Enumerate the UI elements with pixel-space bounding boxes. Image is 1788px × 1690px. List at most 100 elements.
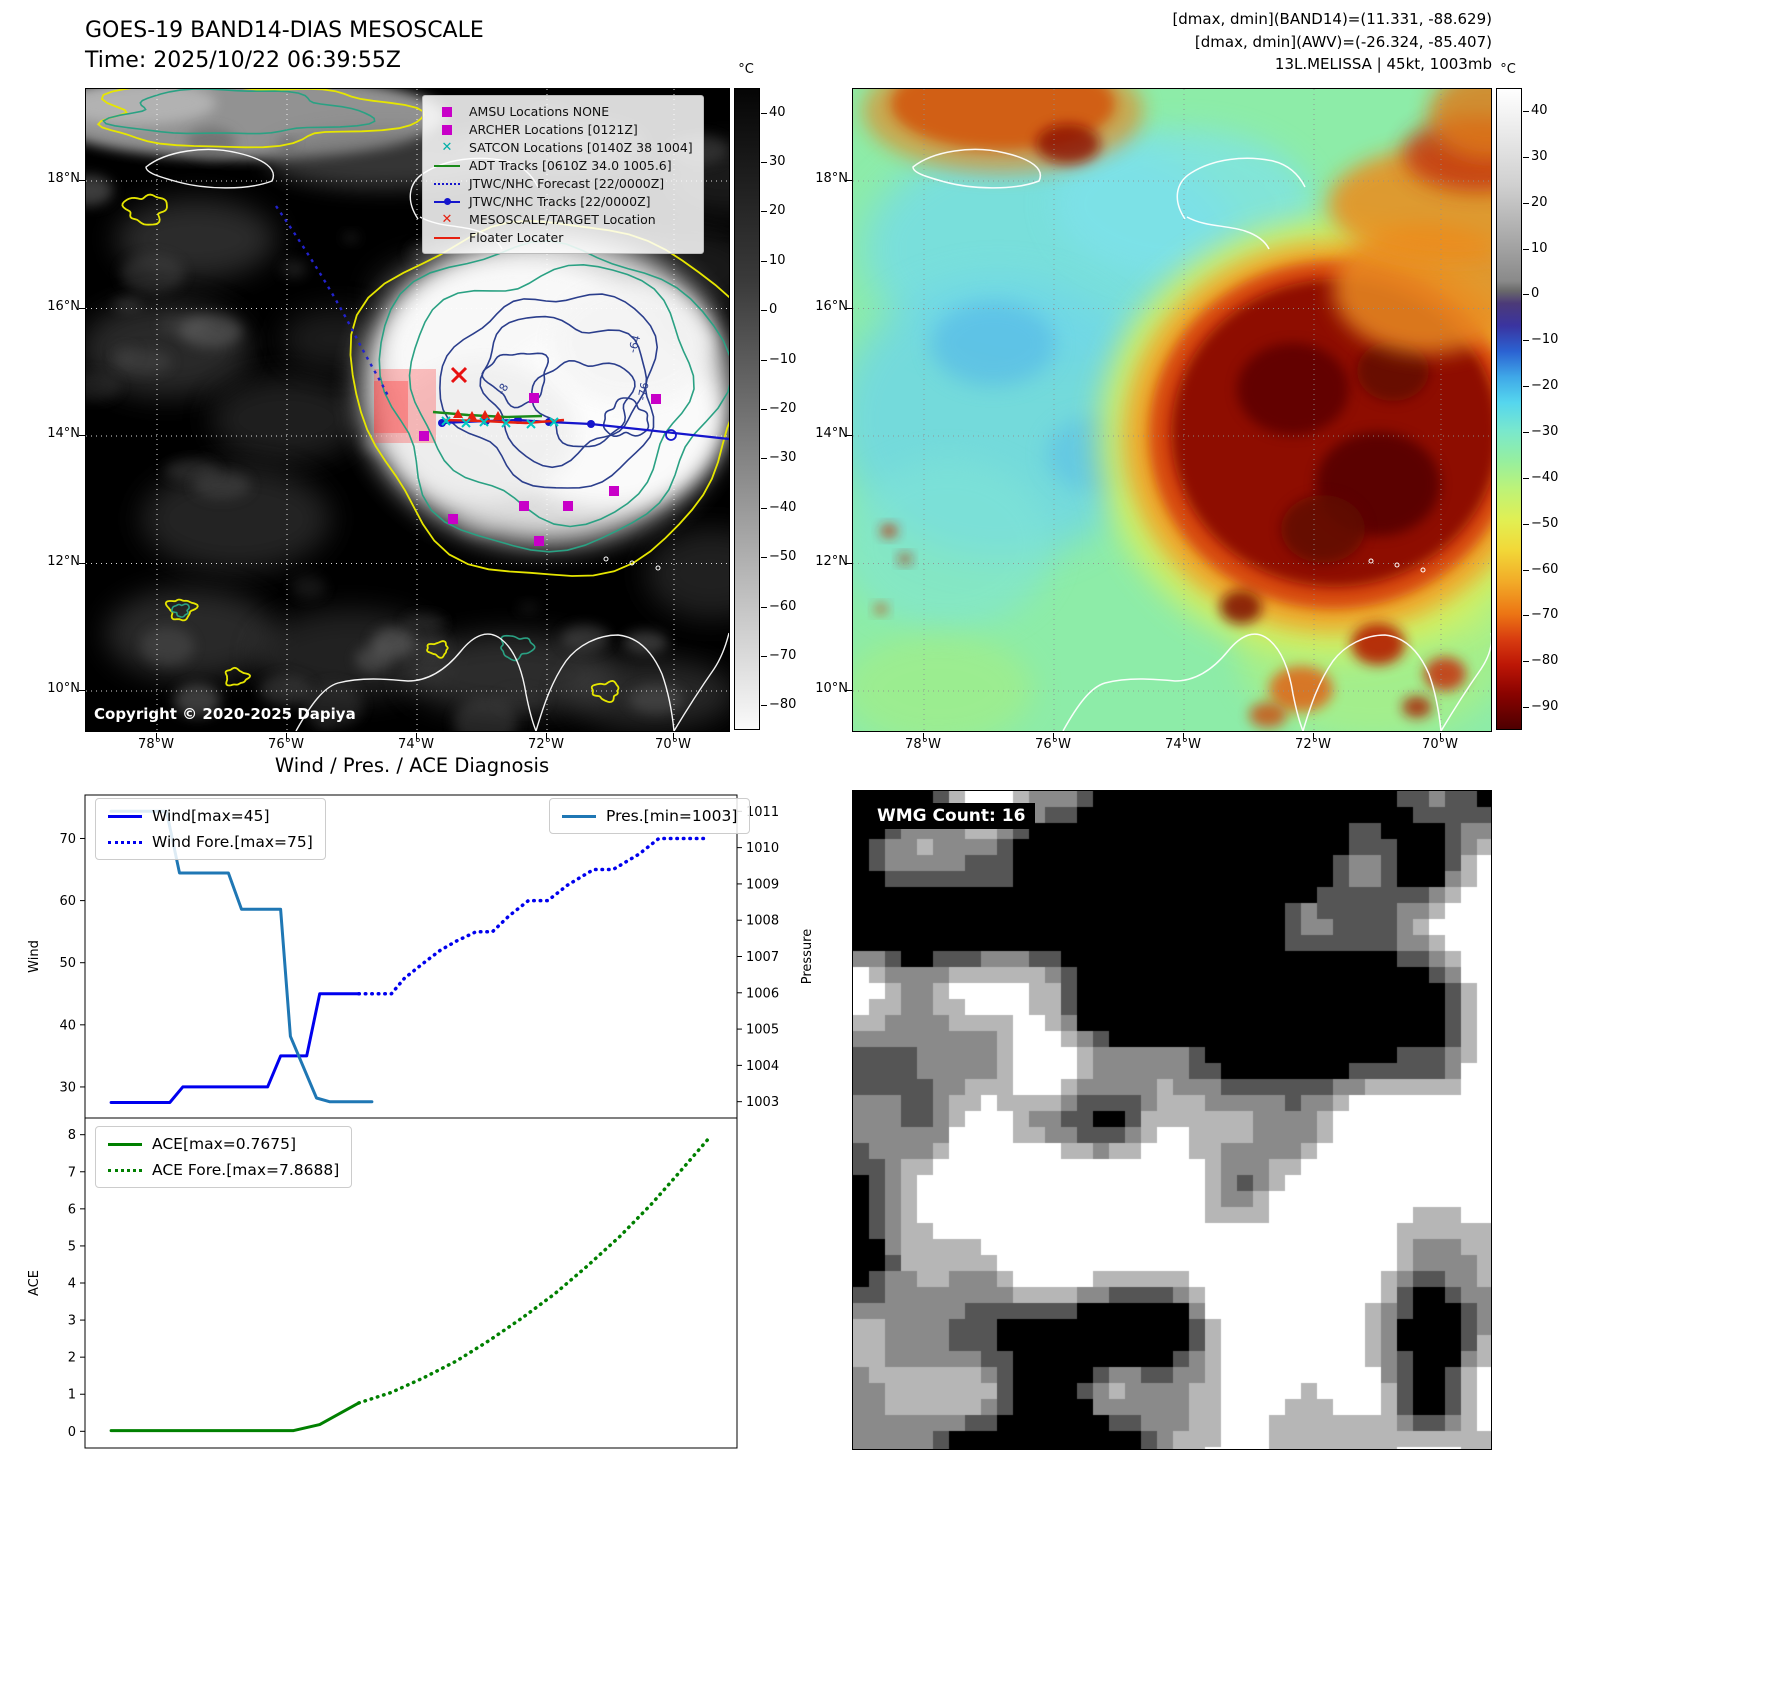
map-legend-label: ADT Tracks [0610Z 34.0 1005.6] bbox=[469, 158, 672, 173]
colorbar-tick-label: −50 bbox=[769, 549, 797, 565]
colorbar-tick-label: 30 bbox=[769, 154, 786, 170]
svg-text:1006: 1006 bbox=[746, 986, 779, 1001]
axis-tick bbox=[416, 733, 417, 739]
map-legend-item: ARCHER Locations [0121Z] bbox=[433, 122, 693, 137]
wind-legend: Wind[max=45] Wind Fore.[max=75] bbox=[95, 798, 326, 860]
lat-tick-label: 16°N bbox=[47, 298, 80, 314]
square-marker-icon bbox=[442, 106, 452, 117]
colorbar-tick-label: 10 bbox=[1531, 240, 1548, 256]
svg-text:-64: -64 bbox=[626, 334, 643, 355]
wind-pressure-chart: 30 40 50 60 70 1003 1004 1005 1006 1007 1008 1009 10… bbox=[27, 794, 815, 1119]
colorbar-unit-left: °C bbox=[738, 62, 754, 77]
axis-tick bbox=[1523, 615, 1529, 617]
svg-text:1008: 1008 bbox=[746, 914, 779, 929]
chart-legend-label: ACE Fore.[max=7.8688] bbox=[152, 1161, 340, 1179]
svg-text:Wind: Wind bbox=[27, 940, 42, 973]
chart-legend-label: Wind[max=45] bbox=[152, 807, 270, 825]
colorbar-tick-label: −90 bbox=[1531, 699, 1559, 715]
axis-tick bbox=[1313, 733, 1314, 739]
wmg-panel: WMG Count: 16 bbox=[852, 790, 1492, 1450]
lat-tick-label: 14°N bbox=[815, 426, 848, 441]
svg-text:60: 60 bbox=[59, 894, 76, 909]
lon-tick-label: 74°W bbox=[398, 737, 434, 752]
colorbar-tick-label: 0 bbox=[769, 302, 778, 318]
colorbar-tick-label: 10 bbox=[769, 252, 786, 268]
axis-tick bbox=[1523, 248, 1529, 250]
axis-tick bbox=[156, 733, 157, 739]
lat-tick-label: 10°N bbox=[815, 681, 848, 696]
axis-tick bbox=[1523, 431, 1529, 433]
svg-text:7: 7 bbox=[68, 1165, 76, 1180]
svg-text:0: 0 bbox=[68, 1425, 76, 1440]
info-block: [dmax, dmin](BAND14)=(11.331, -88.629) [… bbox=[850, 8, 1492, 76]
axis-tick bbox=[761, 162, 767, 164]
lat-tick-label: 10°N bbox=[47, 681, 80, 696]
info-storm-status: 13L.MELISSA | 45kt, 1003mb bbox=[1274, 55, 1492, 73]
axis-tick bbox=[1523, 523, 1529, 525]
x-marker-icon: ✕ bbox=[441, 140, 453, 155]
map-legend-item: ADT Tracks [0610Z 34.0 1005.6] bbox=[433, 158, 693, 173]
map-legend-label: Floater Locater bbox=[469, 230, 564, 245]
axis-tick bbox=[923, 733, 924, 739]
chart-legend-item: ACE[max=0.7675] bbox=[108, 1135, 339, 1153]
map-legend-item: JTWC/NHC Forecast [22/0000Z] bbox=[433, 176, 693, 191]
axis-tick bbox=[761, 655, 767, 657]
lon-tick-label: 78°W bbox=[138, 737, 174, 752]
map-legend-label: AMSU Locations NONE bbox=[469, 104, 610, 119]
lat-tick-label: 14°N bbox=[47, 426, 80, 441]
svg-text:8: 8 bbox=[68, 1128, 76, 1143]
lat-tick-label: 12°N bbox=[47, 553, 80, 569]
dotted-line-marker-icon bbox=[434, 182, 460, 185]
lon-tick-label: 72°W bbox=[1295, 737, 1331, 752]
dotted-line-sample-icon bbox=[108, 840, 142, 844]
svg-text:1003: 1003 bbox=[746, 1095, 779, 1110]
title-block: GOES-19 BAND14-DIAS MESOSCALE Time: 2025… bbox=[85, 16, 484, 75]
svg-text:40: 40 bbox=[59, 1018, 76, 1033]
lon-tick-label: 76°W bbox=[1035, 737, 1071, 752]
band14-colorbar-gradient bbox=[735, 89, 759, 729]
axis-tick bbox=[846, 180, 852, 181]
time-subtitle: Time: 2025/10/22 06:39:55Z bbox=[85, 47, 401, 73]
svg-text:1004: 1004 bbox=[746, 1059, 779, 1074]
colorbar-tick-label: −20 bbox=[1531, 378, 1559, 394]
svg-text:1007: 1007 bbox=[746, 950, 779, 965]
svg-text:ACE: ACE bbox=[27, 1270, 42, 1296]
colorbar-tick-label: 20 bbox=[769, 203, 786, 219]
axis-tick bbox=[79, 307, 85, 309]
colorbar-tick-label: −60 bbox=[769, 598, 797, 614]
goes-band14-map: -64 -76 -8 AMSU Locations NONE ARCHER Locat… bbox=[85, 88, 730, 732]
svg-text:6: 6 bbox=[68, 1202, 76, 1217]
colorbar-tick-label: −50 bbox=[1531, 515, 1559, 531]
line-sample-icon bbox=[562, 814, 596, 818]
legend-marker bbox=[433, 182, 461, 185]
legend-marker bbox=[433, 198, 461, 205]
colorbar-tick-label: 30 bbox=[1531, 148, 1548, 164]
axis-tick bbox=[846, 435, 852, 436]
pressure-legend: Pres.[min=1003] bbox=[549, 798, 751, 834]
wmg-pixel-image bbox=[853, 791, 1491, 1449]
map-legend-item: ✕ SATCON Locations [0140Z 38 1004] bbox=[433, 140, 693, 155]
line-marker-icon bbox=[434, 164, 460, 167]
legend-marker bbox=[433, 106, 461, 117]
main-title: GOES-19 BAND14-DIAS MESOSCALE bbox=[85, 18, 484, 43]
axis-tick bbox=[1523, 661, 1529, 663]
svg-text:Pressure: Pressure bbox=[800, 929, 815, 985]
colorbar-tick-label: 40 bbox=[1531, 102, 1548, 118]
axis-tick bbox=[761, 211, 767, 213]
axis-tick bbox=[79, 690, 85, 691]
band14-colorbar bbox=[734, 88, 760, 730]
axis-tick bbox=[1523, 569, 1529, 571]
axis-tick bbox=[761, 260, 767, 262]
lat-tick-label: 18°N bbox=[815, 171, 848, 186]
axis-tick bbox=[1523, 477, 1529, 479]
axis-tick bbox=[1523, 202, 1529, 204]
map-legend-label: SATCON Locations [0140Z 38 1004] bbox=[469, 140, 693, 155]
axis-tick bbox=[846, 562, 852, 564]
axis-tick bbox=[761, 409, 767, 410]
axis-tick bbox=[761, 458, 767, 460]
svg-text:30: 30 bbox=[59, 1080, 76, 1095]
chart-legend-item: Wind[max=45] bbox=[108, 807, 313, 825]
colorbar-tick-label: −40 bbox=[1531, 469, 1559, 485]
colorbar-tick-label: −30 bbox=[1531, 423, 1559, 439]
